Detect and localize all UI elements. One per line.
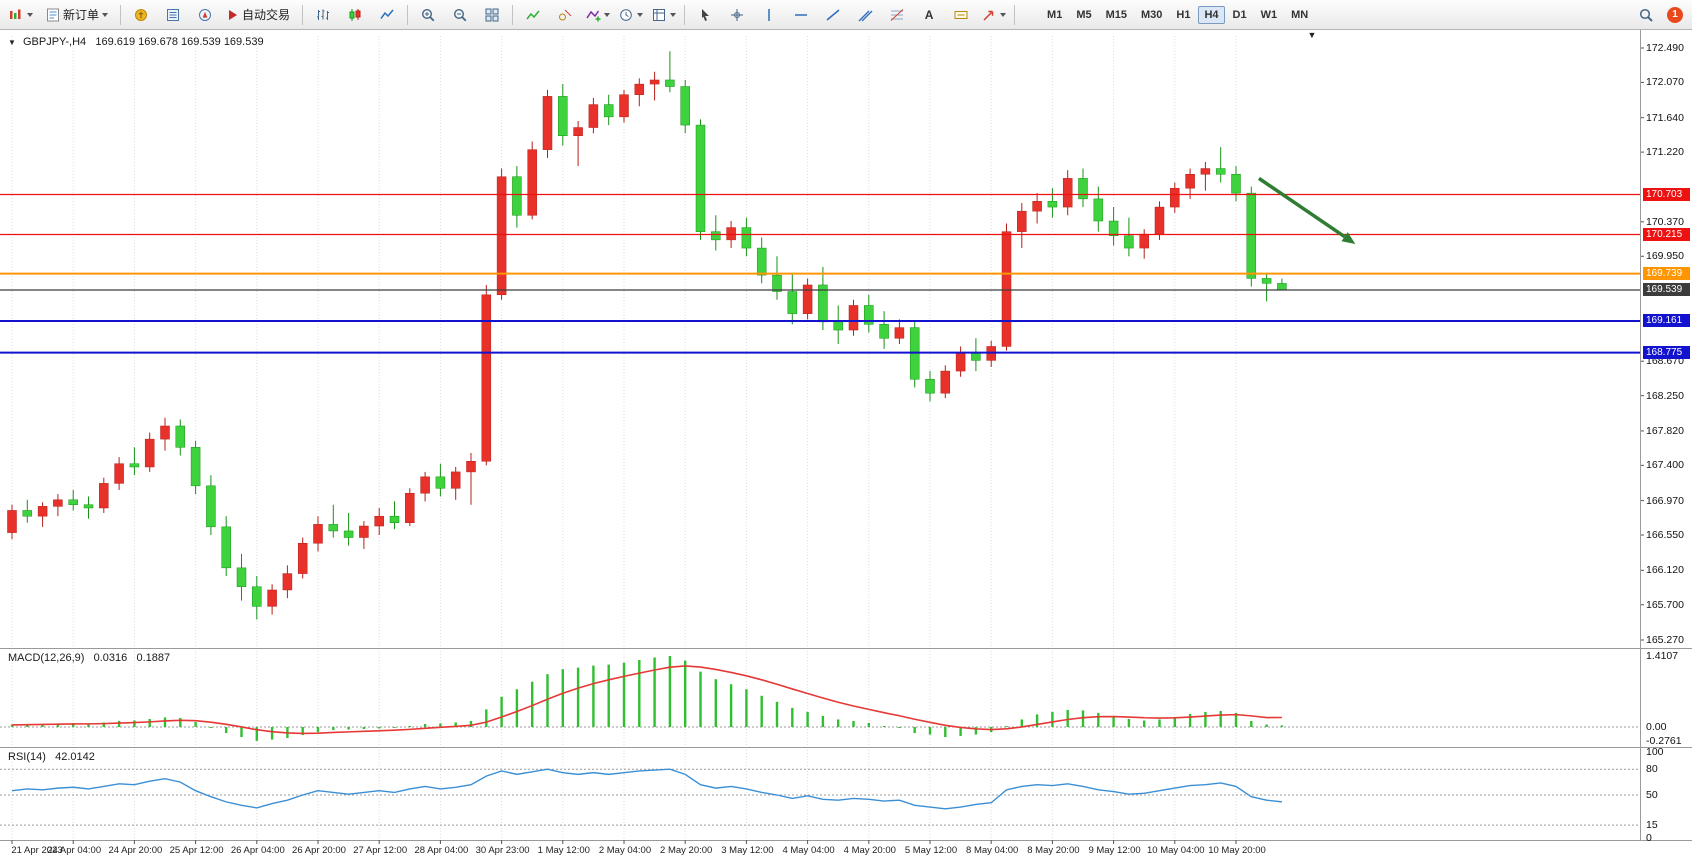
zoom-in-button[interactable] xyxy=(413,3,443,27)
new-chart-icon xyxy=(10,9,21,19)
add-indicator-caret-icon xyxy=(604,12,611,17)
zoom-in-icon xyxy=(422,8,435,21)
main-toolbar: 新订单 自动交易 xyxy=(0,0,1692,30)
new-chart-button[interactable] xyxy=(5,3,36,27)
add-indicator-button[interactable] xyxy=(582,3,613,27)
periods-clock-icon xyxy=(620,8,632,21)
timeframe-button-m1[interactable]: M1 xyxy=(1047,8,1063,21)
periods-button[interactable] xyxy=(615,3,646,27)
tile-windows-button[interactable] xyxy=(477,3,507,27)
new-order-button[interactable]: 新订单 xyxy=(38,3,115,27)
horizontal-line-button[interactable] xyxy=(786,3,816,27)
templates-caret-icon xyxy=(670,12,677,17)
arrows-tool-icon xyxy=(983,10,994,21)
crosshair-icon xyxy=(731,8,744,21)
arrows-caret-icon xyxy=(1000,12,1007,17)
search-icon xyxy=(1639,8,1653,22)
navigator-icon xyxy=(199,8,212,21)
vertical-line-button[interactable] xyxy=(754,3,784,27)
market-watch-button[interactable] xyxy=(126,3,156,27)
timeframe-button-m5[interactable]: M5 xyxy=(1076,8,1092,21)
line-chart-icon xyxy=(380,9,394,19)
data-window-button[interactable] xyxy=(158,3,188,27)
cursor-button[interactable] xyxy=(690,3,720,27)
zoom-out-icon xyxy=(454,8,467,21)
new-order-caret-icon xyxy=(102,12,109,17)
timeframe-button-w1[interactable]: W1 xyxy=(1260,8,1278,21)
text-button[interactable]: A xyxy=(914,3,944,27)
market-watch-icon xyxy=(135,8,148,21)
new-order-label: 新订单 xyxy=(63,8,100,22)
channel-button[interactable] xyxy=(850,3,880,27)
toolbar-right-group: 1 xyxy=(1631,3,1687,27)
timeframe-button-m15[interactable]: M15 xyxy=(1105,8,1127,21)
add-indicator-icon xyxy=(586,10,601,21)
horizontal-line-icon xyxy=(795,13,808,16)
autotrading-label: 自动交易 xyxy=(242,8,291,22)
bar-chart-button[interactable] xyxy=(308,3,338,27)
equidistant-channel-icon xyxy=(858,10,873,21)
indicators-list-button[interactable] xyxy=(518,3,548,27)
bar-chart-icon xyxy=(317,9,330,20)
cursor-icon xyxy=(702,8,710,21)
objects-list-icon xyxy=(559,9,572,20)
tile-windows-icon xyxy=(485,8,499,21)
text-tool-icon: A xyxy=(924,7,934,22)
timeframe-button-m30[interactable]: M30 xyxy=(1141,8,1163,21)
trendline-button[interactable] xyxy=(818,3,848,27)
data-window-icon xyxy=(167,8,180,21)
timeframe-button-h1[interactable]: H1 xyxy=(1176,8,1191,21)
timeframe-button-h4[interactable]: H4 xyxy=(1198,5,1225,24)
timeframe-button-d1[interactable]: D1 xyxy=(1232,8,1247,21)
fibonacci-icon xyxy=(890,8,904,21)
text-label-button[interactable] xyxy=(946,3,976,27)
toolbar-divider xyxy=(512,4,514,25)
vertical-line-icon xyxy=(768,8,770,21)
toolbar-divider xyxy=(302,4,304,25)
fibonacci-button[interactable] xyxy=(882,3,912,27)
autotrading-button[interactable]: 自动交易 xyxy=(222,3,297,27)
toolbar-divider xyxy=(120,4,122,25)
candlestick-chart-button[interactable] xyxy=(340,3,370,27)
toolbar-divider xyxy=(407,4,409,25)
periods-caret-icon xyxy=(637,12,644,17)
templates-icon xyxy=(653,8,666,21)
toolbar-divider xyxy=(684,4,686,25)
order-form-icon xyxy=(47,8,59,21)
notification-badge[interactable]: 1 xyxy=(1667,6,1683,23)
candlestick-icon xyxy=(349,8,361,21)
zoom-out-button[interactable] xyxy=(445,3,475,27)
new-chart-caret-icon xyxy=(27,12,33,17)
line-chart-button[interactable] xyxy=(372,3,402,27)
templates-button[interactable] xyxy=(648,3,679,27)
text-label-icon xyxy=(954,10,968,19)
arrows-button[interactable] xyxy=(978,3,1009,27)
crosshair-button[interactable] xyxy=(722,3,752,27)
search-button[interactable] xyxy=(1631,3,1661,27)
autotrading-icon xyxy=(229,9,238,20)
toolbar-divider xyxy=(1014,4,1016,25)
navigator-button[interactable] xyxy=(190,3,220,27)
timeframe-button-mn[interactable]: MN xyxy=(1291,8,1309,21)
objects-list-button[interactable] xyxy=(550,3,580,27)
indicators-list-icon xyxy=(526,10,540,19)
trendline-icon xyxy=(826,8,840,21)
timeframe-group: M1 M5 M15 M30 H1 H4 D1 W1 MN xyxy=(1040,5,1315,24)
